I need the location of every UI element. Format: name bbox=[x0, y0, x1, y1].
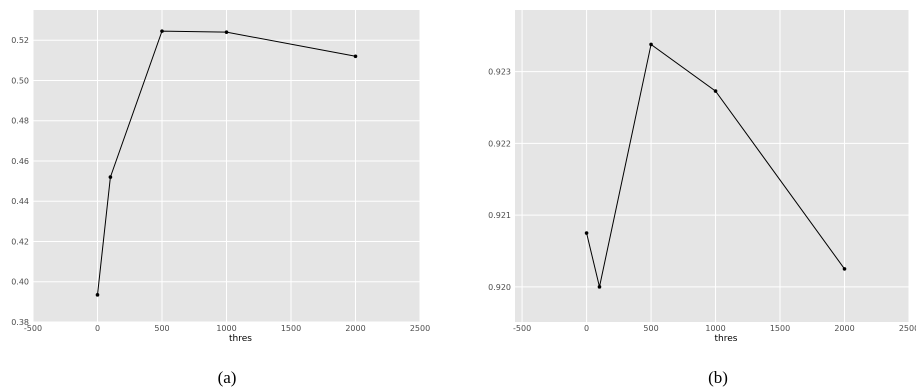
caption: (b) bbox=[708, 368, 728, 387]
x-tick-label: -500 bbox=[513, 324, 531, 333]
caption: (a) bbox=[218, 368, 237, 387]
x-tick-label: 2000 bbox=[834, 324, 854, 333]
point bbox=[224, 30, 229, 34]
point bbox=[713, 89, 718, 93]
x-tick-label: 2500 bbox=[410, 324, 430, 333]
point bbox=[597, 285, 602, 289]
x-tick-label: 0 bbox=[584, 324, 589, 333]
y-tick-label: 0.921 bbox=[488, 211, 511, 220]
point bbox=[649, 42, 653, 47]
x-tick-label: 500 bbox=[643, 324, 658, 333]
y-tick-label: 0.38 bbox=[11, 318, 29, 327]
y-tick-label: 0.42 bbox=[11, 237, 29, 246]
y-tick-label: 0.920 bbox=[488, 283, 511, 292]
point bbox=[95, 293, 100, 297]
y-tick-label: 0.40 bbox=[11, 278, 29, 287]
x-axis-label: thres bbox=[715, 334, 738, 344]
x-tick-label: 0 bbox=[95, 324, 100, 333]
x-tick-label: 2000 bbox=[345, 324, 365, 333]
x-tick-label: 2500 bbox=[899, 324, 916, 333]
y-tick-label: 0.46 bbox=[11, 157, 29, 166]
x-tick-label: 1000 bbox=[216, 324, 236, 333]
x-tick-label: 1000 bbox=[705, 324, 725, 333]
x-tick-label: 500 bbox=[154, 324, 169, 333]
y-tick-label: 0.922 bbox=[488, 139, 511, 148]
y-tick-label: 0.52 bbox=[11, 36, 29, 45]
x-tick-label: -500 bbox=[24, 324, 42, 333]
point bbox=[842, 267, 847, 271]
point bbox=[160, 29, 164, 33]
point bbox=[108, 175, 113, 179]
y-tick-label: 0.50 bbox=[11, 76, 29, 85]
x-tick-label: 1500 bbox=[770, 324, 790, 333]
point bbox=[584, 231, 589, 235]
point bbox=[353, 54, 358, 59]
y-tick-label: 0.48 bbox=[11, 117, 29, 126]
y-tick-label: 0.44 bbox=[11, 197, 29, 206]
x-axis-label: thres bbox=[229, 334, 252, 344]
x-tick-label: 1500 bbox=[281, 324, 301, 333]
plot-panel bbox=[515, 10, 909, 322]
y-tick-label: 0.923 bbox=[488, 68, 511, 77]
